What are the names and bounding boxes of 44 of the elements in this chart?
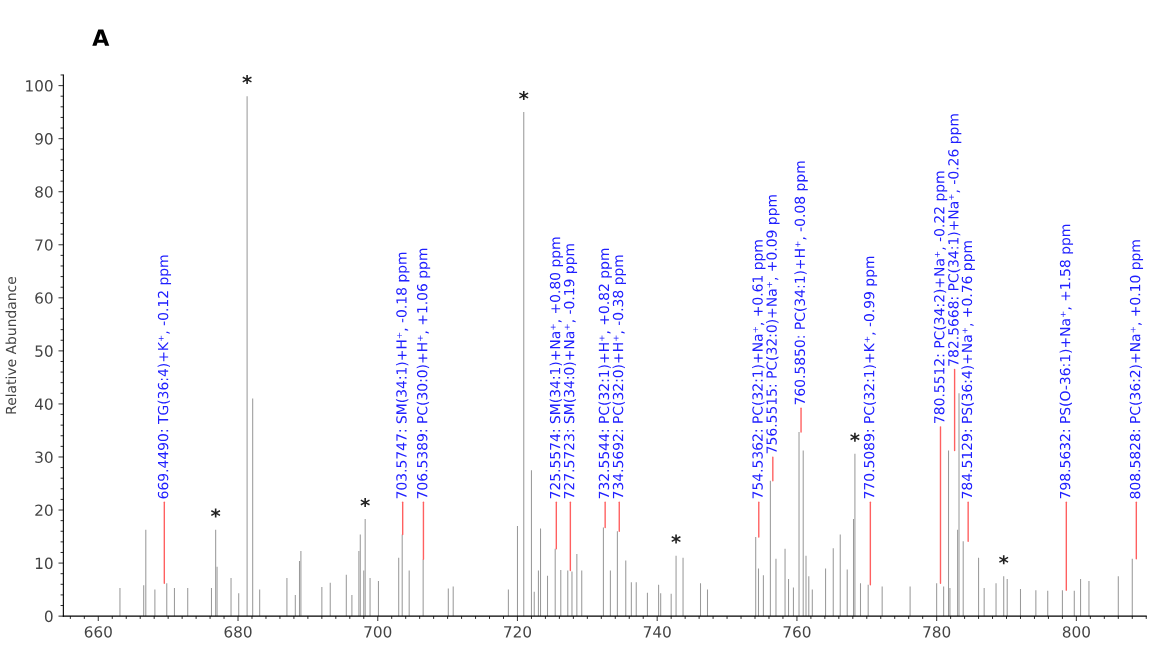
y-tick-label: 50 (35, 345, 53, 357)
annotation: 727.5723: SM(34:0)+Na⁺, -0.19 ppm (563, 244, 578, 499)
annotation: 734.5692: PC(32:0)+H⁺, -0.38 ppm (612, 255, 626, 499)
x-tick-label: 800 (1062, 626, 1090, 638)
annotation: 798.5632: PS(O-36:1)+Na⁺, +1.58 ppm (1059, 224, 1074, 499)
x-tick-label: 780 (923, 626, 951, 638)
annotation: * (850, 432, 860, 442)
annotation: 706.5389: PC(30:0)+H⁺, +1.06 ppm (416, 248, 431, 499)
annotation: 725.5574: SM(34:1)+Na⁺, +0.80 ppm (549, 237, 564, 499)
y-tick-label: 30 (35, 451, 53, 463)
x-tick-label: 740 (643, 626, 671, 638)
annotation: * (999, 555, 1009, 565)
annotation: 770.5089: PC(32:1)+K⁺, -0.99 ppm (863, 256, 878, 499)
y-tick-label: 90 (35, 133, 53, 145)
y-tick-label: 0 (44, 610, 53, 623)
annotation: 732.5544: PC(32:1)+H⁺, +0.82 ppm (598, 248, 612, 499)
y-tick-label: 20 (35, 504, 53, 517)
annotation: * (242, 75, 252, 85)
annotation: 754.5362: PC(32:1)+Na⁺, +0.61 ppm (752, 240, 766, 499)
annotation: 760.5850: PC(34:1)+H⁺, -0.08 ppm (794, 161, 808, 405)
x-tick-label: 680 (224, 626, 252, 638)
annotation: 756.5515: PC(32:0)+Na⁺, +0.09 ppm (766, 195, 780, 454)
x-tick-label: 760 (783, 626, 811, 638)
y-tick-label: 80 (35, 186, 53, 198)
y-tick-label: 40 (34, 398, 53, 410)
annotation: * (519, 90, 529, 101)
x-tick-label: 720 (504, 626, 532, 638)
y-tick-label: 60 (35, 292, 53, 304)
annotation: * (671, 534, 681, 544)
annotation: 782.5668: PC(34:1)+Na⁺, -0.26 ppm (947, 114, 962, 366)
x-tick-label: 700 (364, 626, 392, 638)
x-tick-label: 660 (84, 626, 112, 638)
chart-title: A (92, 29, 110, 46)
y-axis-title: Relative Abundance (5, 276, 17, 414)
annotation: 808.5828: PC(36:2)+Na⁺, +0.10 ppm (1129, 240, 1144, 499)
y-tick-label: 70 (35, 239, 53, 251)
annotation: * (210, 508, 221, 518)
annotation: 780.5512: PC(34:2)+Na⁺, -0.22 ppm (933, 171, 948, 423)
y-tick-label: 10 (35, 557, 53, 570)
annotation: 669.4490: TG(36:4)+K⁺, -0.12 ppm (157, 255, 172, 499)
y-tick-label: 100 (26, 80, 53, 92)
annotation: 703.5747: SM(34:1)+H⁺, -0.18 ppm (395, 252, 410, 499)
annotation: * (360, 497, 370, 507)
annotation: 784.5129: PS(36:4)+Na⁺, +0.76 ppm (961, 241, 975, 499)
